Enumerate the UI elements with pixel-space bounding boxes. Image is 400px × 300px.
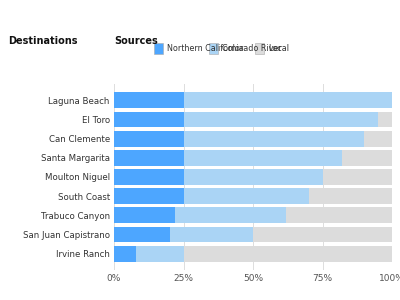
Bar bbox=[184, 131, 364, 146]
Bar bbox=[114, 208, 175, 223]
Bar bbox=[114, 227, 170, 242]
Bar bbox=[184, 169, 322, 185]
Bar bbox=[136, 246, 184, 262]
Text: Sources: Sources bbox=[114, 37, 158, 46]
Bar bbox=[114, 169, 184, 185]
Bar bbox=[184, 188, 309, 204]
Bar bbox=[114, 188, 184, 204]
Bar bbox=[114, 131, 184, 146]
Text: Local: Local bbox=[268, 44, 289, 53]
Bar bbox=[114, 246, 136, 262]
Bar bbox=[184, 92, 392, 108]
Bar bbox=[114, 150, 184, 166]
Bar bbox=[322, 169, 392, 185]
Bar bbox=[184, 246, 392, 262]
Text: Colorado River: Colorado River bbox=[222, 44, 282, 53]
Bar bbox=[253, 227, 392, 242]
Bar bbox=[286, 208, 392, 223]
Bar bbox=[184, 112, 378, 127]
Bar bbox=[309, 188, 392, 204]
Text: Destinations: Destinations bbox=[8, 37, 78, 46]
Bar bbox=[175, 208, 286, 223]
Bar bbox=[342, 150, 392, 166]
Text: Northern California: Northern California bbox=[167, 44, 244, 53]
Bar bbox=[114, 92, 184, 108]
Bar bbox=[184, 150, 342, 166]
Bar bbox=[170, 227, 253, 242]
Bar bbox=[378, 112, 392, 127]
Bar bbox=[364, 131, 392, 146]
Bar bbox=[114, 112, 184, 127]
